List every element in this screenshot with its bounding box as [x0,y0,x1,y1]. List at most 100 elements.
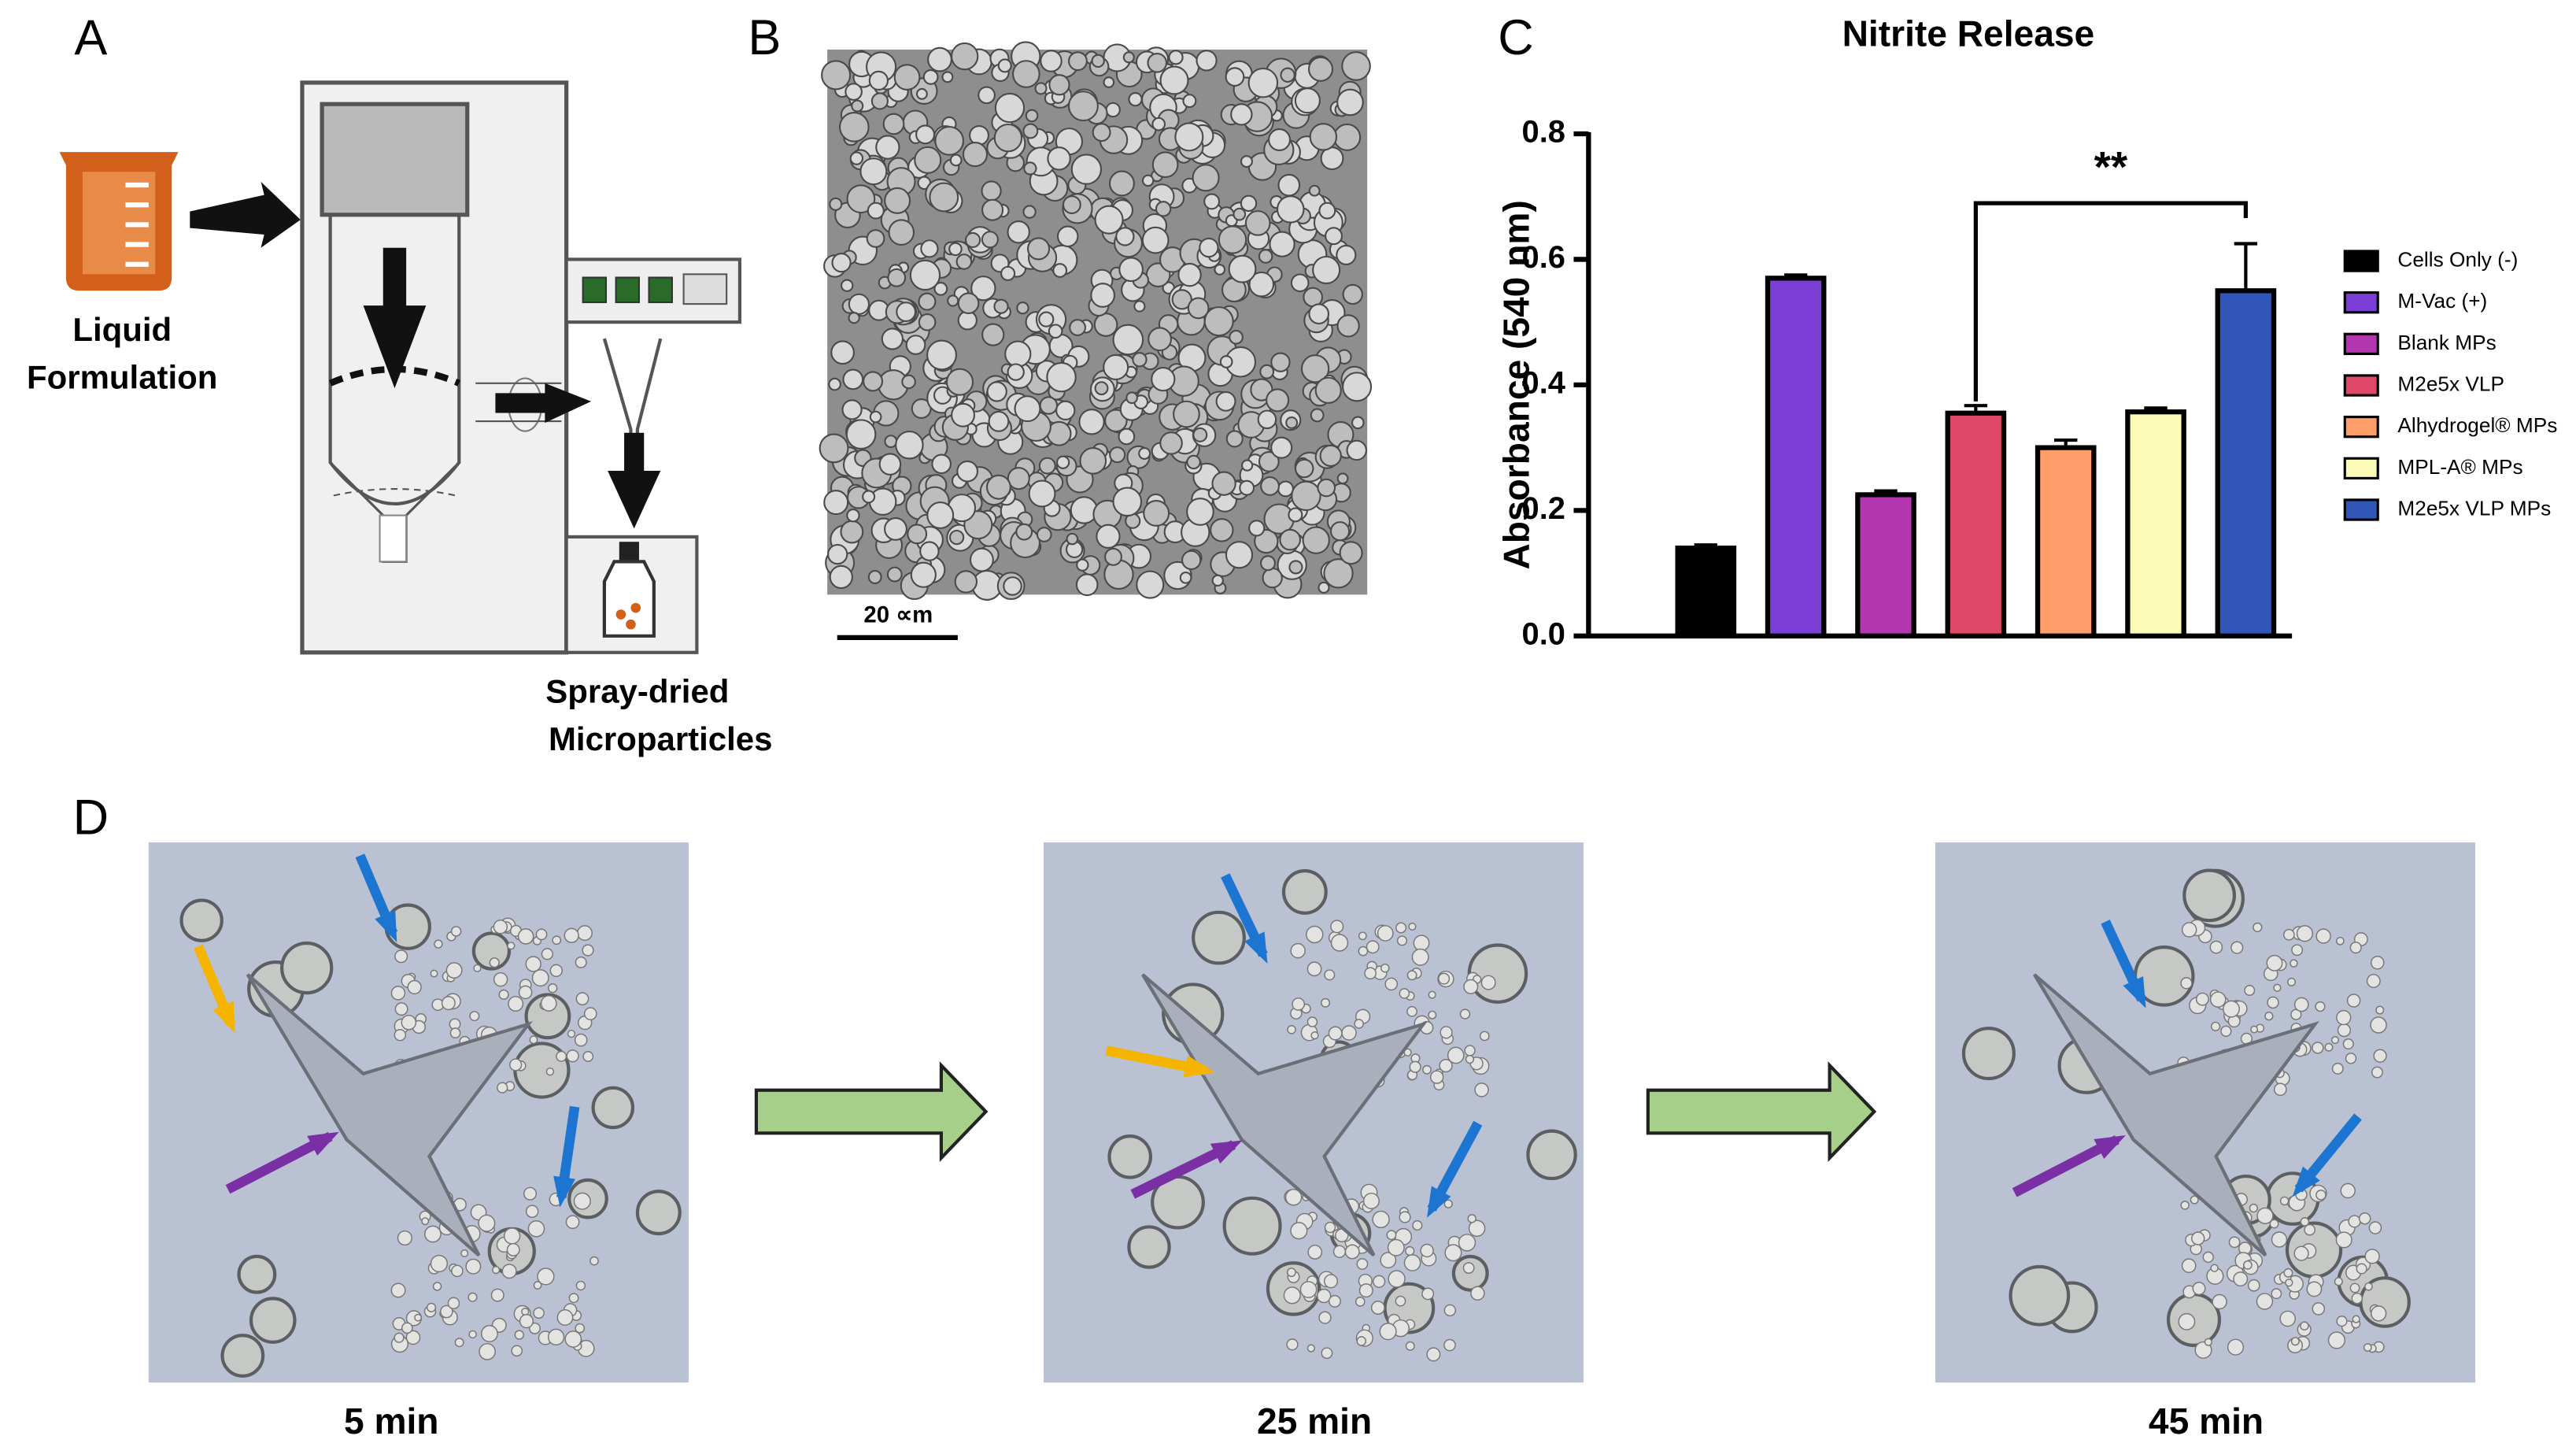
particle [2371,1305,2387,1322]
particle [1039,396,1059,415]
particle [949,154,963,167]
particle [473,964,482,972]
particle [465,1258,482,1275]
particle [931,453,952,475]
particle [2352,1315,2360,1323]
particle [2345,1053,2357,1064]
legend-label: M2e5x VLP MPs [2397,496,2551,520]
particle [2250,1025,2259,1034]
particle [828,377,841,391]
particle [1270,352,1291,372]
particle [2285,1279,2293,1287]
particle [2220,1025,2232,1037]
y-tick-label: 0.6 [1522,240,1565,275]
particle [573,1192,591,1210]
particle [1203,306,1234,337]
particle [2334,1277,2343,1286]
particle [881,328,904,350]
particle [2358,1212,2371,1225]
particle [1259,364,1275,379]
particle [535,928,548,941]
particle [1125,391,1138,405]
particle [2349,942,2362,954]
particle [1396,935,1408,946]
particle [1022,123,1039,139]
particle [1325,227,1343,246]
particle [1300,354,1330,383]
particle [1307,56,1334,82]
particle [1143,500,1170,527]
particle [1171,289,1192,310]
particle [1344,1244,1360,1260]
particle [1108,170,1135,197]
particle [506,1242,520,1256]
particle [907,524,928,545]
cell [524,993,571,1040]
particle [1007,363,1025,381]
particle [2243,1260,2253,1270]
particle [1132,352,1148,368]
particle [1403,1254,1421,1271]
particle [2346,994,2361,1008]
particle [955,254,973,270]
cell [591,1086,635,1130]
legend-swatch [2343,416,2379,439]
cell [2182,868,2236,923]
particle [1260,555,1276,572]
particle [445,962,463,979]
particle [493,920,508,934]
particle [909,259,941,291]
legend-swatch [2343,291,2379,314]
particle [514,1330,524,1340]
particle [525,956,541,972]
particle [867,570,882,584]
particle [2342,1038,2354,1050]
particle [1128,91,1143,107]
particle [830,340,855,365]
particle [1290,273,1310,293]
particle [1458,1234,1476,1252]
particle [2271,1288,2282,1300]
arrowhead [2123,976,2146,1008]
particle [862,490,876,504]
legend-swatch [2343,374,2379,397]
particle [1318,1311,1332,1324]
particle [556,1309,574,1326]
y-tick-label: 0.0 [1522,616,1565,651]
particle [887,268,907,287]
particle [1159,431,1183,455]
particle [1380,963,1390,973]
particle [901,374,916,390]
particle [564,927,579,943]
particle [1168,50,1184,65]
particle [498,989,509,1000]
cell [179,898,224,942]
particle [1023,161,1037,176]
particle [981,323,1005,346]
bar [1855,492,1916,638]
arrowhead [1244,931,1268,964]
particle [517,928,534,945]
particle [1141,226,1170,254]
particle [1395,1295,1406,1307]
particle [1294,87,1321,114]
particle [918,313,937,331]
particle [1270,436,1293,459]
bar [1765,276,1827,638]
particle [1307,1245,1323,1260]
particle [1214,264,1226,276]
particle [566,1049,579,1063]
cell [249,1297,297,1344]
particle [1187,297,1210,320]
particle [846,508,860,523]
particle [1186,498,1214,526]
particle [2340,1182,2356,1199]
particle [2282,928,2295,941]
particle [1269,231,1295,257]
particle [934,126,965,156]
particle [1258,249,1273,264]
particle [1309,123,1338,151]
particle [547,1328,565,1346]
particle [2370,1016,2387,1034]
particle [1306,961,1322,977]
